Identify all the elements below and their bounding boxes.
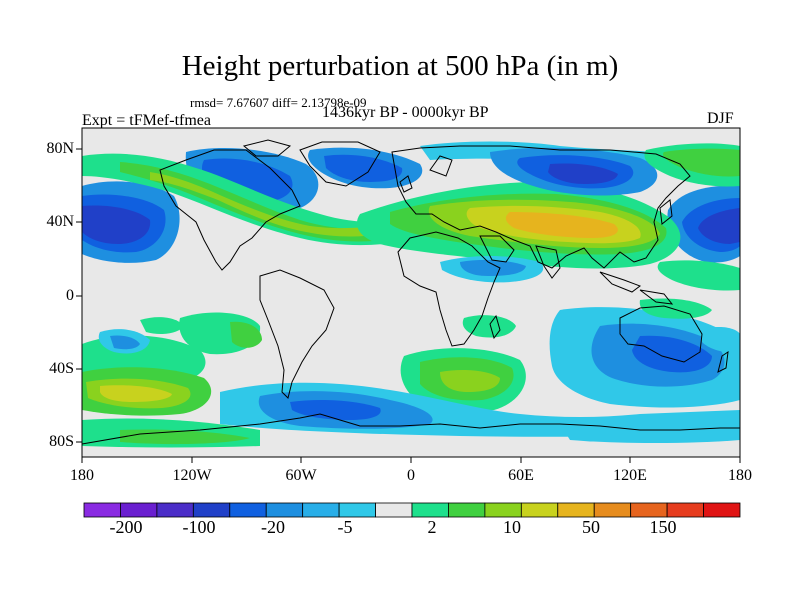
stats-line: rmsd= 7.67607 diff= 2.13798e-09 [190, 95, 367, 110]
colorbar-swatch [120, 502, 158, 518]
lat-label-40s: 40S [49, 360, 74, 377]
colorbar-label: -20 [261, 517, 285, 537]
contour-fill [632, 335, 712, 373]
lon-label-0: 0 [407, 467, 415, 484]
colorbar [83, 502, 741, 518]
colorbar-swatch [448, 502, 486, 518]
colorbar-label: 150 [649, 517, 677, 537]
contour-fill [560, 419, 740, 443]
contour-fill [639, 298, 712, 319]
contour-fill [110, 335, 140, 350]
colorbar-label: 10 [503, 517, 521, 537]
contour-fill [662, 148, 740, 177]
axis-ticks [76, 148, 741, 463]
contour-fill [460, 259, 526, 276]
season-label: DJF [707, 110, 734, 127]
contour-fill [505, 212, 618, 238]
map-field [82, 128, 740, 457]
lon-label-60w: 60W [285, 467, 317, 484]
colorbar-swatch [484, 502, 522, 518]
colorbar-label: -100 [182, 517, 216, 537]
colorbar-swatch [593, 502, 632, 518]
lon-label-120w: 120W [172, 467, 212, 484]
colorbar-label: 2 [427, 517, 437, 537]
contour-fill [100, 385, 172, 402]
period-label: 1436kyr BP - 0000kyr BP [322, 104, 489, 121]
colorbar-label: -5 [337, 517, 353, 537]
contour-fill [548, 163, 618, 184]
lat-label-80s: 80S [49, 433, 74, 450]
colorbar-swatch [557, 502, 595, 518]
colorbar-swatch [156, 502, 194, 518]
contour-fill [657, 260, 740, 291]
contour-fill [140, 317, 184, 334]
lon-label-180e: 180 [728, 467, 752, 484]
colorbar-swatch [520, 502, 559, 518]
contour-fill [324, 154, 403, 182]
lon-label-120e: 120E [613, 467, 647, 484]
plot-title: Height perturbation at 500 hPa (in m) [181, 50, 619, 82]
contour-fill [698, 208, 740, 244]
lat-label-0: 0 [66, 287, 74, 304]
contour-fill [120, 162, 414, 242]
colorbar-swatch [83, 502, 121, 518]
colorbar-swatch [302, 502, 340, 518]
colorbar-swatch [411, 502, 449, 518]
colorbar-swatch [375, 502, 413, 518]
lat-label-40n: 40N [46, 213, 74, 230]
contour-fill [82, 205, 151, 244]
colorbar-label: -200 [109, 517, 143, 537]
colorbar-swatch [666, 502, 704, 518]
lat-label-80n: 80N [46, 140, 74, 157]
colorbar-swatch [192, 502, 231, 518]
colorbar-label: 50 [582, 517, 600, 537]
colorbar-swatch [265, 502, 304, 518]
colorbar-swatch [229, 502, 267, 518]
contour-fill [440, 370, 500, 392]
coastlines [82, 139, 740, 445]
contour-fill [700, 327, 740, 353]
contour-fill [230, 321, 262, 348]
experiment-label: Expt = tFMef-tfmea [82, 112, 211, 129]
colorbar-swatch [630, 502, 668, 518]
lon-label-180w: 180 [70, 467, 94, 484]
contour-fill-layer [82, 141, 740, 448]
contour-fill [462, 315, 516, 338]
colorbar-swatch [338, 502, 376, 518]
lon-label-60e: 60E [508, 467, 534, 484]
colorbar-swatch [703, 502, 741, 518]
